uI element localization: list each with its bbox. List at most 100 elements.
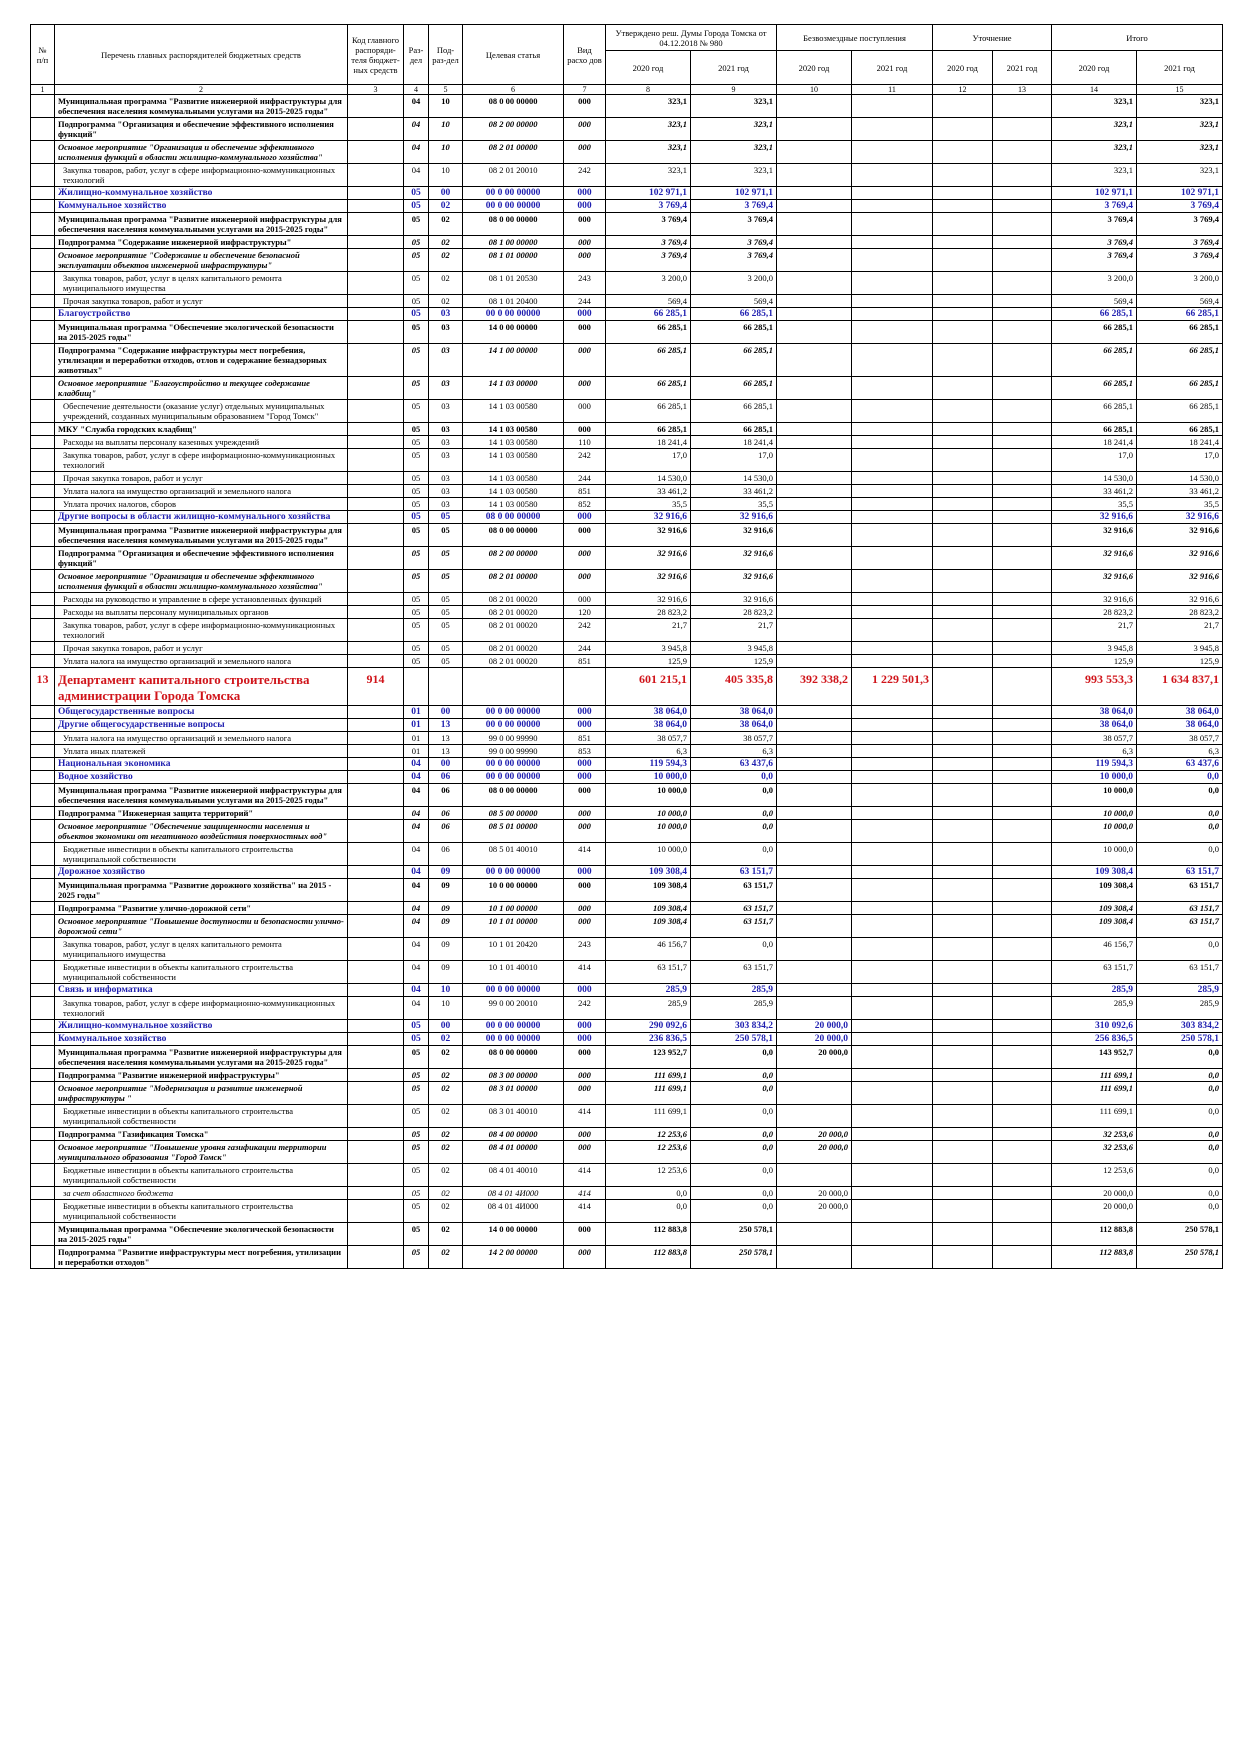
code-cell: 05	[403, 343, 429, 377]
empty-cell	[776, 235, 853, 249]
empty-cell	[992, 523, 1053, 547]
empty-cell	[347, 248, 404, 272]
item-name: Закупка товаров, работ, услуг в целях ка…	[54, 937, 348, 961]
code-cell: 05	[403, 1186, 429, 1200]
amount-cell: 32 916,6	[605, 523, 691, 547]
code-cell: 05	[403, 523, 429, 547]
code-cell: 05	[428, 523, 463, 547]
code-cell: 06	[428, 819, 463, 843]
item-name: Муниципальная программа "Развитие дорожн…	[54, 878, 348, 902]
amount-cell: 66 285,1	[689, 320, 778, 344]
empty-cell	[776, 307, 853, 321]
empty-cell	[992, 819, 1053, 843]
empty-cell	[932, 1140, 994, 1164]
empty-cell	[851, 294, 934, 308]
empty-cell	[776, 140, 853, 164]
code-cell: 02	[428, 1222, 463, 1246]
empty-cell	[992, 546, 1053, 570]
column-number: 12	[932, 84, 994, 95]
amount-cell: 12 253,6	[1051, 1163, 1138, 1187]
code-cell: 04	[403, 783, 429, 807]
code-cell: 05	[403, 248, 429, 272]
empty-cell	[30, 901, 55, 915]
item-name: Прочая закупка товаров, работ и услуг	[54, 471, 348, 485]
header-cell: Под-раз-дел	[428, 24, 463, 85]
header-cell: Код главного распоряди-теля бюджет-ных с…	[347, 24, 404, 85]
amount-cell: 323,1	[1051, 163, 1138, 187]
item-name: Закупка товаров, работ, услуг в сфере ин…	[54, 163, 348, 187]
amount-cell: 18 241,4	[605, 435, 691, 449]
amount-cell: 3 769,4	[689, 248, 778, 272]
item-name: Подпрограмма "Содержание инфраструктуры …	[54, 343, 348, 377]
empty-cell	[851, 744, 934, 758]
amount-cell: 6,3	[1051, 744, 1138, 758]
empty-cell	[776, 718, 853, 732]
code-cell: 05	[403, 435, 429, 449]
amount-cell: 66 285,1	[1051, 399, 1138, 423]
empty-cell	[932, 343, 994, 377]
amount-cell: 323,1	[1136, 140, 1224, 164]
header-year: 2020 год	[605, 50, 691, 85]
amount-cell: 285,9	[1051, 983, 1138, 997]
amount-cell: 12 253,6	[605, 1163, 691, 1187]
code-cell: 05	[403, 592, 429, 606]
empty-cell	[932, 806, 994, 820]
code-cell: 08 4 00 00000	[462, 1127, 564, 1141]
table-row: Бюджетные инвестиции в объекты капитальн…	[30, 960, 1224, 984]
code-cell: 04	[403, 960, 429, 984]
code-cell: 000	[563, 806, 606, 820]
code-cell: 08 0 00 00000	[462, 1045, 564, 1069]
code-cell: 05	[403, 1068, 429, 1082]
table-row: Муниципальная программа "Развитие инжене…	[30, 1045, 1224, 1069]
empty-cell	[992, 140, 1053, 164]
code-cell: 10	[428, 117, 463, 141]
budget-table: № п/п Перечень главных распорядителей бю…	[30, 24, 1224, 1269]
empty-cell	[30, 770, 55, 784]
empty-cell	[30, 718, 55, 732]
amount-cell: 10 000,0	[605, 806, 691, 820]
empty-cell	[30, 731, 55, 745]
amount-cell: 32 253,6	[1051, 1127, 1138, 1141]
empty-cell	[851, 819, 934, 843]
code-cell: 00	[428, 1019, 463, 1033]
empty-cell	[347, 806, 404, 820]
amount-cell: 290 092,6	[605, 1019, 691, 1033]
empty-cell	[851, 569, 934, 593]
code-cell: 04	[403, 878, 429, 902]
amount-cell: 0,0	[1136, 937, 1224, 961]
amount-cell: 0,0	[689, 1081, 778, 1105]
empty-cell	[992, 422, 1053, 436]
table-row: Основное мероприятие "Содержание и обесп…	[30, 248, 1224, 272]
code-cell: 05	[428, 592, 463, 606]
empty-cell	[851, 1245, 934, 1269]
empty-cell	[30, 806, 55, 820]
code-cell: 03	[428, 484, 463, 498]
empty-cell	[932, 448, 994, 472]
code-cell: 13	[30, 667, 55, 706]
table-row: Подпрограмма "Развитие инфраструктуры ме…	[30, 1245, 1224, 1269]
code-cell: 000	[563, 117, 606, 141]
table-row: Расходы на выплаты персоналу муниципальн…	[30, 605, 1224, 619]
amount-cell: 102 971,1	[1136, 186, 1224, 200]
empty-cell	[30, 235, 55, 249]
table-row: Подпрограмма "Организация и обеспечение …	[30, 546, 1224, 570]
amount-cell: 6,3	[689, 744, 778, 758]
code-cell: 08 2 01 00020	[462, 605, 564, 619]
item-name: Жилищно-коммунальное хозяйство	[54, 1019, 348, 1033]
empty-cell	[347, 770, 404, 784]
empty-cell	[992, 94, 1053, 118]
amount-cell: 20 000,0	[776, 1019, 853, 1033]
empty-cell	[347, 996, 404, 1020]
item-name: Бюджетные инвестиции в объекты капитальн…	[54, 960, 348, 984]
empty-cell	[30, 1019, 55, 1033]
code-cell: 000	[563, 248, 606, 272]
empty-cell	[30, 163, 55, 187]
item-name: Подпрограмма "Организация и обеспечение …	[54, 546, 348, 570]
item-name: Основное мероприятие "Повышение доступно…	[54, 914, 348, 938]
amount-cell: 569,4	[1136, 294, 1224, 308]
empty-cell	[932, 271, 994, 295]
amount-cell: 109 308,4	[605, 901, 691, 915]
empty-cell	[347, 865, 404, 879]
item-name: Муниципальная программа "Развитие инжене…	[54, 212, 348, 236]
